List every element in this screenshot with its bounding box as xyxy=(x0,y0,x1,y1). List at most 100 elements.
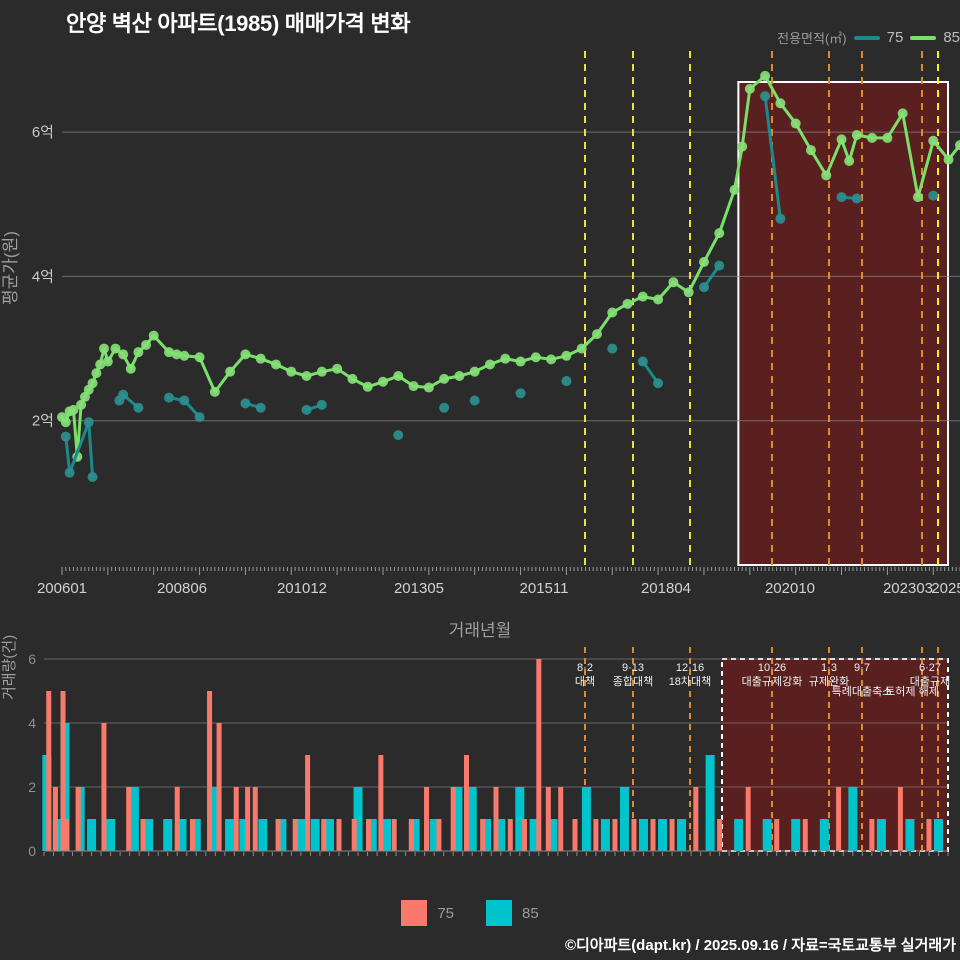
price-point-85 xyxy=(737,141,748,152)
volume-bar-75 xyxy=(507,819,513,851)
price-x-tick-label: 2025 xyxy=(931,580,960,597)
volume-bar-75 xyxy=(140,819,146,851)
price-point-85 xyxy=(805,145,816,156)
volume-bar-85 xyxy=(210,787,220,851)
price-point-75 xyxy=(133,402,144,413)
price-point-85 xyxy=(714,228,725,239)
legend-top-item-75: 75 xyxy=(886,29,904,46)
price-line-75 xyxy=(87,420,95,479)
price-point-75 xyxy=(301,404,312,415)
price-point-85 xyxy=(194,352,205,363)
volume-bar-85 xyxy=(410,819,420,851)
price-point-75 xyxy=(393,430,404,441)
volume-annotation-text: 토허제 해제 xyxy=(885,684,939,698)
price-point-85 xyxy=(515,356,526,367)
volume-y-tick-label: 4 xyxy=(28,715,36,731)
price-point-85 xyxy=(744,83,755,94)
volume-bar-85 xyxy=(876,819,886,851)
volume-bar-85 xyxy=(581,787,591,851)
volume-bar-75 xyxy=(216,723,222,851)
volume-bar-75 xyxy=(464,755,470,851)
price-point-75 xyxy=(316,399,327,410)
volume-bar-85 xyxy=(106,819,116,851)
volume-annotation-date: 6·27 xyxy=(919,662,941,674)
price-point-85 xyxy=(484,359,495,370)
price-point-75 xyxy=(118,389,129,400)
volume-bar-85 xyxy=(129,787,139,851)
volume-bar-85 xyxy=(258,819,268,851)
price-point-85 xyxy=(60,417,71,428)
price-y-axis-label: 평균가(원) xyxy=(1,231,20,305)
volume-bar-75 xyxy=(189,819,195,851)
volume-bar-75 xyxy=(126,787,132,851)
legend-bottom-pair-85: 85 xyxy=(486,900,539,926)
volume-bar-85 xyxy=(453,787,463,851)
price-point-75 xyxy=(255,402,266,413)
price-point-75 xyxy=(698,282,709,293)
price-point-75 xyxy=(163,392,174,403)
price-x-tick-label: 201804 xyxy=(641,580,691,597)
price-point-85 xyxy=(591,329,602,340)
price-point-85 xyxy=(851,130,862,141)
volume-bar-85 xyxy=(638,819,648,851)
volume-bar-75 xyxy=(480,819,486,851)
price-chart-svg: 2억 4억 6억 200601 200806 201012 201305 201511 2018… xyxy=(32,50,960,597)
price-point-85 xyxy=(141,339,152,350)
price-x-axis-label: 거래년월 xyxy=(448,621,512,640)
volume-bar-85 xyxy=(367,819,377,851)
price-point-75 xyxy=(714,260,725,271)
volume-y-tick-label: 0 xyxy=(28,843,36,859)
price-point-85 xyxy=(546,354,557,365)
legend-box-75 xyxy=(401,900,428,926)
volume-bar-85 xyxy=(548,819,558,851)
volume-bar-85 xyxy=(467,787,477,851)
price-line-75 xyxy=(64,435,72,475)
volume-bar-75 xyxy=(612,819,618,851)
price-point-85 xyxy=(653,294,664,305)
price-point-85 xyxy=(500,353,511,364)
volume-bar-85 xyxy=(791,819,801,851)
legend-top-label: 전용면적(㎡) xyxy=(777,31,847,46)
price-point-85 xyxy=(607,307,618,318)
price-point-75 xyxy=(760,91,771,102)
legend-swatch-75 xyxy=(853,35,880,40)
price-point-85 xyxy=(209,386,220,397)
volume-bar-75 xyxy=(774,819,780,851)
price-point-85 xyxy=(469,366,480,377)
price-point-85 xyxy=(622,298,633,309)
price-point-85 xyxy=(95,359,106,370)
legend-bottom-item-85: 85 xyxy=(522,904,539,922)
price-point-85 xyxy=(928,135,939,146)
volume-bar-75 xyxy=(75,787,81,851)
volume-bar-75 xyxy=(101,723,107,851)
legend-bottom-pair-75: 75 xyxy=(401,900,454,926)
legend-bottom-item-75: 75 xyxy=(437,904,454,922)
volume-bar-75 xyxy=(336,819,342,851)
price-point-85 xyxy=(439,373,450,384)
volume-bar-85 xyxy=(677,819,687,851)
price-point-75 xyxy=(240,398,251,409)
volume-bar-75 xyxy=(64,819,70,851)
volume-bar-75 xyxy=(60,691,66,851)
volume-bar-75 xyxy=(869,819,875,851)
price-point-85 xyxy=(668,277,679,288)
price-point-85 xyxy=(76,399,87,410)
volume-bar-85 xyxy=(382,819,392,851)
price-point-85 xyxy=(91,368,102,379)
volume-annotation-date: 9·7 xyxy=(854,662,870,674)
volume-bar-75 xyxy=(926,819,932,851)
price-point-85 xyxy=(454,370,465,381)
price-point-85 xyxy=(760,70,771,81)
volume-bar-75 xyxy=(631,819,637,851)
price-point-85 xyxy=(148,330,159,341)
volume-bar-75 xyxy=(174,787,180,851)
price-point-75 xyxy=(607,343,618,354)
volume-bar-75 xyxy=(536,659,542,851)
volume-annotation-date: 10·26 xyxy=(758,662,786,674)
price-point-75 xyxy=(851,193,862,204)
price-y-tick-label: 2억 xyxy=(32,413,54,430)
volume-bar-75 xyxy=(52,787,58,851)
volume-bar-85 xyxy=(163,819,173,851)
price-point-85 xyxy=(118,349,129,360)
price-point-85 xyxy=(955,140,960,151)
